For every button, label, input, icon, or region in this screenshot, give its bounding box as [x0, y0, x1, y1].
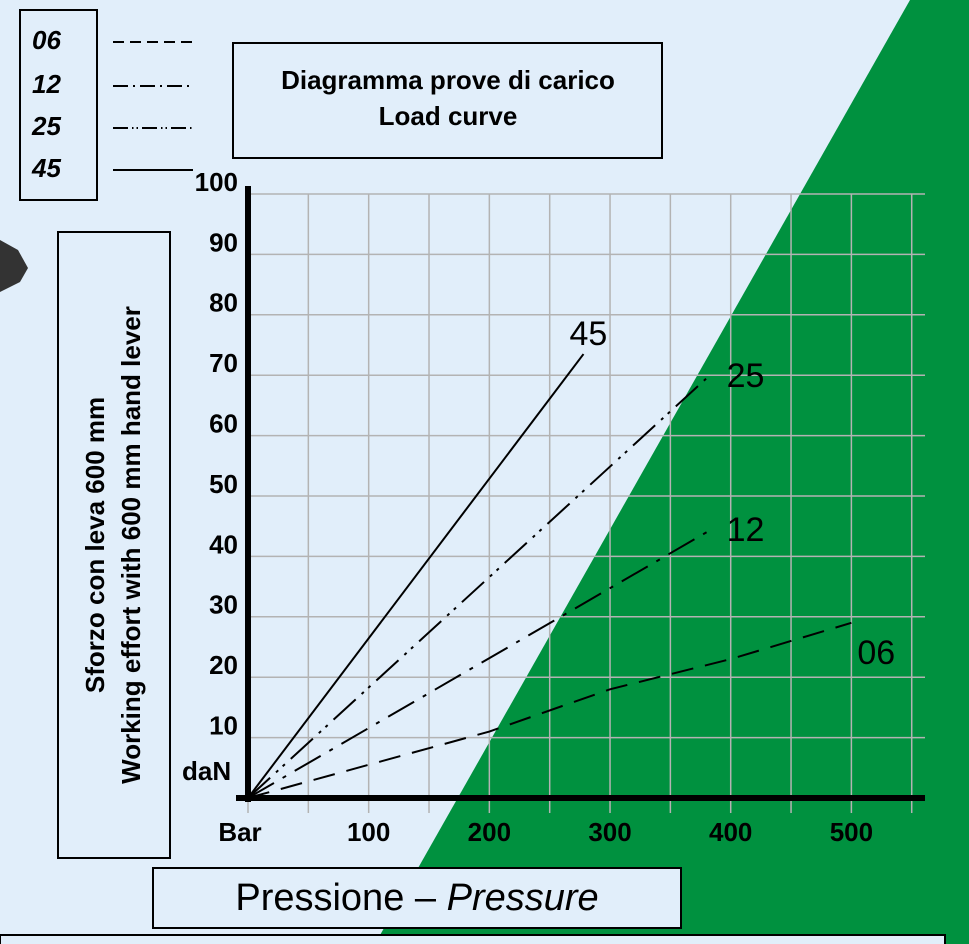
- y-tick-label: 100: [195, 167, 238, 197]
- x-tick-label: Bar: [218, 817, 261, 847]
- bottom-box: [0, 935, 945, 944]
- chart-title: Diagramma prove di carico: [281, 65, 615, 95]
- x-label-en: Pressure: [447, 877, 599, 919]
- y-unit: daN: [182, 756, 231, 786]
- line-end-label: 12: [727, 511, 765, 549]
- y-tick-label: 30: [209, 590, 238, 620]
- y-tick-label: 90: [209, 227, 238, 257]
- y-tick-label: 50: [209, 469, 238, 499]
- legend-label: 25: [31, 111, 61, 141]
- x-tick-label: 300: [588, 817, 631, 847]
- y-tick-label: 40: [209, 529, 238, 559]
- x-label-it: Pressione: [235, 877, 404, 919]
- y-tick-label: 10: [209, 710, 238, 740]
- x-tick-label: 100: [347, 817, 390, 847]
- x-tick-label: 400: [709, 817, 752, 847]
- y-tick-label: 60: [209, 408, 238, 438]
- y-tick-label: 20: [209, 650, 238, 680]
- legend-label: 45: [31, 153, 61, 183]
- x-tick-label: 500: [830, 817, 873, 847]
- y-axis-label: Working effort with 600 mm hand lever: [116, 306, 146, 784]
- line-end-label: 25: [727, 357, 765, 395]
- y-tick-label: 70: [209, 348, 238, 378]
- y-tick-label: 80: [209, 288, 238, 318]
- line-end-label: 06: [857, 634, 895, 672]
- chart-subtitle: Load curve: [379, 101, 518, 131]
- line-end-label: 45: [569, 315, 607, 353]
- x-label-sep: –: [415, 877, 437, 919]
- legend-label: 12: [32, 69, 61, 99]
- x-tick-label: 200: [468, 817, 511, 847]
- x-axis-label: Pressione – Pressure: [235, 877, 598, 919]
- chart: Diagramma prove di carico Load curve Sfo…: [0, 0, 969, 944]
- y-axis-label: Sforzo con leva 600 mm: [80, 397, 110, 693]
- legend-label: 06: [32, 25, 61, 55]
- ylabel-box: [58, 232, 170, 858]
